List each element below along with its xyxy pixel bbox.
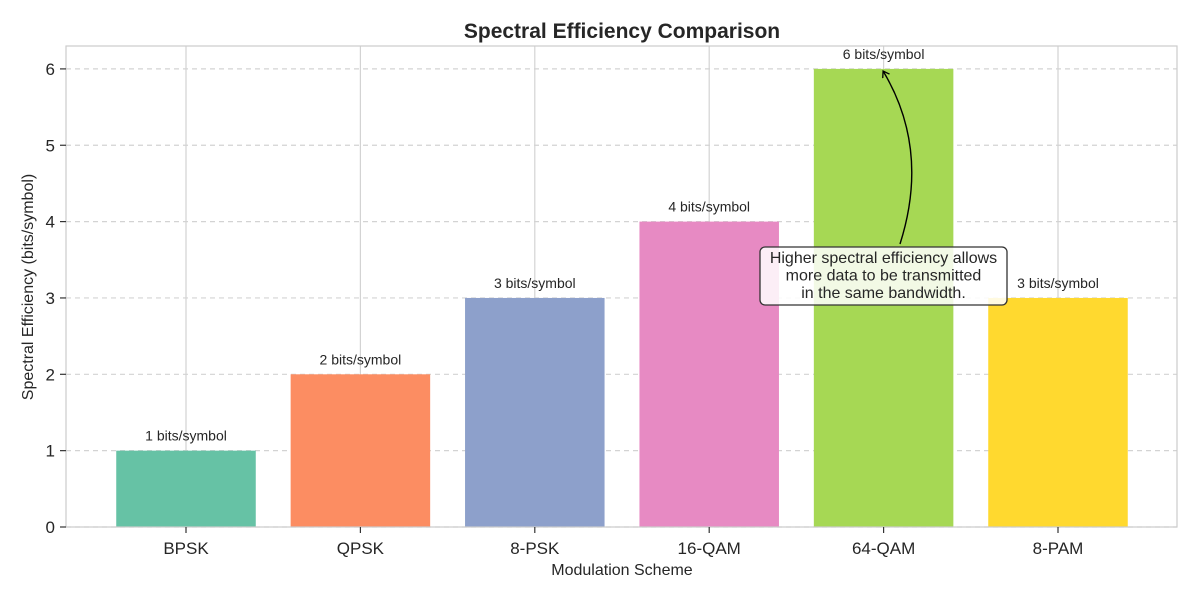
y-tick-label: 3 [46, 289, 55, 308]
annotation-text-line: Higher spectral efficiency allows [770, 250, 997, 267]
y-tick-label: 2 [46, 365, 55, 384]
y-tick-label: 4 [46, 213, 55, 232]
bars [116, 68, 1128, 528]
x-tick-label: BPSK [163, 539, 209, 558]
annotation-text-line: more data to be transmitted [786, 268, 982, 285]
data-label: 1 bits/symbol [145, 428, 227, 444]
y-axis-label: Spectral Efficiency (bits/symbol) [20, 174, 37, 400]
data-label: 2 bits/symbol [320, 351, 402, 367]
data-label: 6 bits/symbol [843, 46, 925, 62]
data-label: 3 bits/symbol [1017, 275, 1099, 291]
x-tick-label: QPSK [337, 539, 385, 558]
x-tick-label: 16-QAM [678, 539, 741, 558]
data-label: 3 bits/symbol [494, 275, 576, 291]
annotation-box [759, 246, 1008, 306]
bar-16-qam [639, 221, 779, 527]
plot-frame [65, 45, 1178, 528]
data-label: 4 bits/symbol [668, 199, 750, 215]
bar-8-pam [988, 297, 1128, 527]
x-tick-label: 64-QAM [852, 539, 915, 558]
bar-qpsk [290, 374, 431, 527]
bar-bpsk [116, 450, 256, 527]
x-tick-label: 8-PAM [1033, 539, 1084, 558]
y-tick-label: 6 [46, 60, 55, 79]
annotation-text-line: in the same bandwidth. [801, 285, 966, 302]
x-axis-label: Modulation Scheme [551, 562, 693, 579]
y-tick-label: 1 [46, 442, 55, 461]
y-axis-ticks: 0 1 2 3 4 5 6 [46, 60, 66, 537]
y-tick-label: 0 [46, 518, 55, 537]
x-tick-label: 8-PSK [510, 539, 560, 558]
bar-8-psk [465, 297, 605, 527]
y-tick-label: 5 [46, 136, 55, 155]
annotation-arrow [884, 72, 913, 245]
chart-title: Spectral Efficiency Comparison [464, 20, 780, 43]
x-axis-ticks: BPSK QPSK 8-PSK 16-QAM 64-QAM 8-PAM [163, 527, 1083, 558]
data-labels: 1 bits/symbol 2 bits/symbol 3 bits/symbol 4… [145, 46, 1099, 444]
